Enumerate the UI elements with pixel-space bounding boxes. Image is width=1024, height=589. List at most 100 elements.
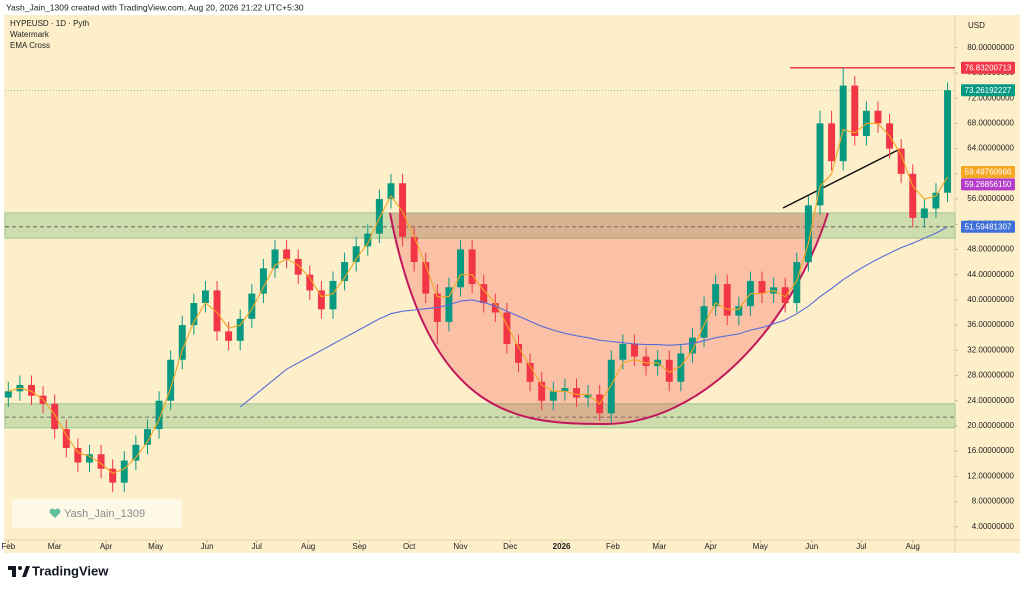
x-tick-label: Aug: [301, 542, 315, 551]
y-tick-label: 32.00000000: [967, 345, 1014, 354]
candle-body: [573, 388, 580, 398]
candle-body: [932, 192, 940, 209]
x-tick-label: Jun: [201, 542, 214, 551]
ema-line: [239, 226, 948, 408]
price-label: 73.26192227: [965, 86, 1012, 95]
price-label: 59.49760966: [965, 168, 1012, 177]
candle-body: [909, 173, 917, 218]
x-tick-label: Oct: [403, 542, 416, 551]
x-tick-label: Jul: [856, 542, 866, 551]
x-tick-label: Feb: [1, 542, 15, 551]
cup-curve: [389, 212, 829, 426]
y-tick-label: 48.00000000: [967, 245, 1014, 254]
candle-body: [781, 287, 789, 304]
candle-body: [201, 290, 209, 304]
x-tick-label: Feb: [606, 542, 620, 551]
candle-body: [758, 280, 766, 294]
candle-body: [457, 249, 465, 288]
candle-body: [607, 359, 615, 414]
candle-body: [491, 303, 499, 313]
candle-body: [109, 468, 117, 483]
candle-body: [642, 356, 650, 367]
candle-body: [143, 429, 151, 445]
chart-background: [4, 15, 1020, 553]
credit: Yash_Jain_1309 created with TradingView.…: [6, 2, 304, 12]
logo-shape: [22, 566, 30, 577]
x-tick-label: Mar: [48, 542, 62, 551]
price-label: 59.26856150: [965, 180, 1012, 189]
x-tick-label: Jul: [252, 542, 262, 551]
support-zone: [4, 403, 956, 429]
brand-logo: [8, 566, 30, 577]
y-tick-label: 8.00000000: [972, 497, 1015, 506]
x-tick-label: Mar: [652, 542, 666, 551]
y-tick-label: 40.00000000: [967, 295, 1014, 304]
candle-body: [28, 384, 35, 396]
trendline: [782, 149, 899, 209]
candle-body: [132, 444, 140, 461]
candle-body: [944, 90, 952, 193]
x-tick-label: Aug: [906, 542, 920, 551]
price-label-box: [961, 165, 1015, 178]
y-tick-label: 16.00000000: [967, 446, 1014, 455]
brand: TradingView: [32, 563, 109, 578]
candle-body: [97, 454, 105, 469]
candle-body: [480, 284, 488, 304]
candle-body: [712, 284, 720, 307]
candle-body: [816, 123, 824, 206]
cup-fill: [390, 213, 828, 424]
candle-body: [190, 303, 198, 326]
x-tick-label: Apr: [704, 542, 717, 551]
ema-line: [8, 122, 948, 474]
candle-body: [329, 280, 337, 310]
y-tick-label: 68.00000000: [967, 119, 1014, 128]
candle-body: [225, 331, 233, 341]
candle-body: [422, 262, 430, 294]
candle-body: [665, 359, 673, 382]
candle-body: [352, 246, 360, 263]
watermark: Yash_Jain_1309: [64, 508, 145, 520]
x-tick-label: Dec: [503, 542, 517, 551]
x-tick-label: May: [753, 542, 768, 551]
candle-body: [549, 391, 557, 401]
y-tick-label: 36.00000000: [967, 320, 1014, 329]
legend-item: Watermark: [10, 30, 50, 39]
candle-body: [375, 199, 383, 234]
legend-item: EMA Cross: [10, 41, 50, 50]
x-tick-label: Apr: [100, 542, 113, 551]
price-label-box: [961, 84, 1015, 97]
candle-body: [410, 236, 418, 263]
candle-body: [74, 447, 82, 463]
candle-body: [387, 183, 395, 200]
candle-body: [283, 249, 291, 259]
currency: USD: [968, 21, 985, 30]
candle-body: [920, 208, 928, 218]
y-tick-label: 64.00000000: [967, 144, 1014, 153]
candle-body: [503, 312, 511, 344]
candle-body: [86, 454, 93, 463]
price-label-box: [961, 178, 1015, 191]
candle-body: [828, 123, 836, 162]
logo-shape: [18, 566, 22, 570]
candle-body: [630, 343, 638, 357]
candle-body: [851, 85, 859, 137]
x-tick-label: May: [148, 542, 163, 551]
candle-body: [619, 343, 627, 360]
x-tick-label: Jun: [805, 542, 818, 551]
candle-body: [804, 205, 812, 263]
price-label-box: [961, 220, 1015, 233]
candle-body: [248, 293, 256, 319]
candle-body: [468, 249, 476, 285]
y-tick-label: 28.00000000: [967, 371, 1014, 380]
candle-body: [51, 403, 59, 430]
candle-body: [120, 460, 128, 483]
candle-body: [62, 429, 70, 448]
x-tick-label: Nov: [453, 542, 467, 551]
logo-shape: [12, 566, 16, 577]
candle-body: [294, 258, 302, 275]
candle-body: [178, 325, 186, 360]
candle-body: [723, 284, 731, 316]
candle-body: [271, 249, 279, 269]
y-tick-label: 80.00000000: [967, 43, 1014, 52]
